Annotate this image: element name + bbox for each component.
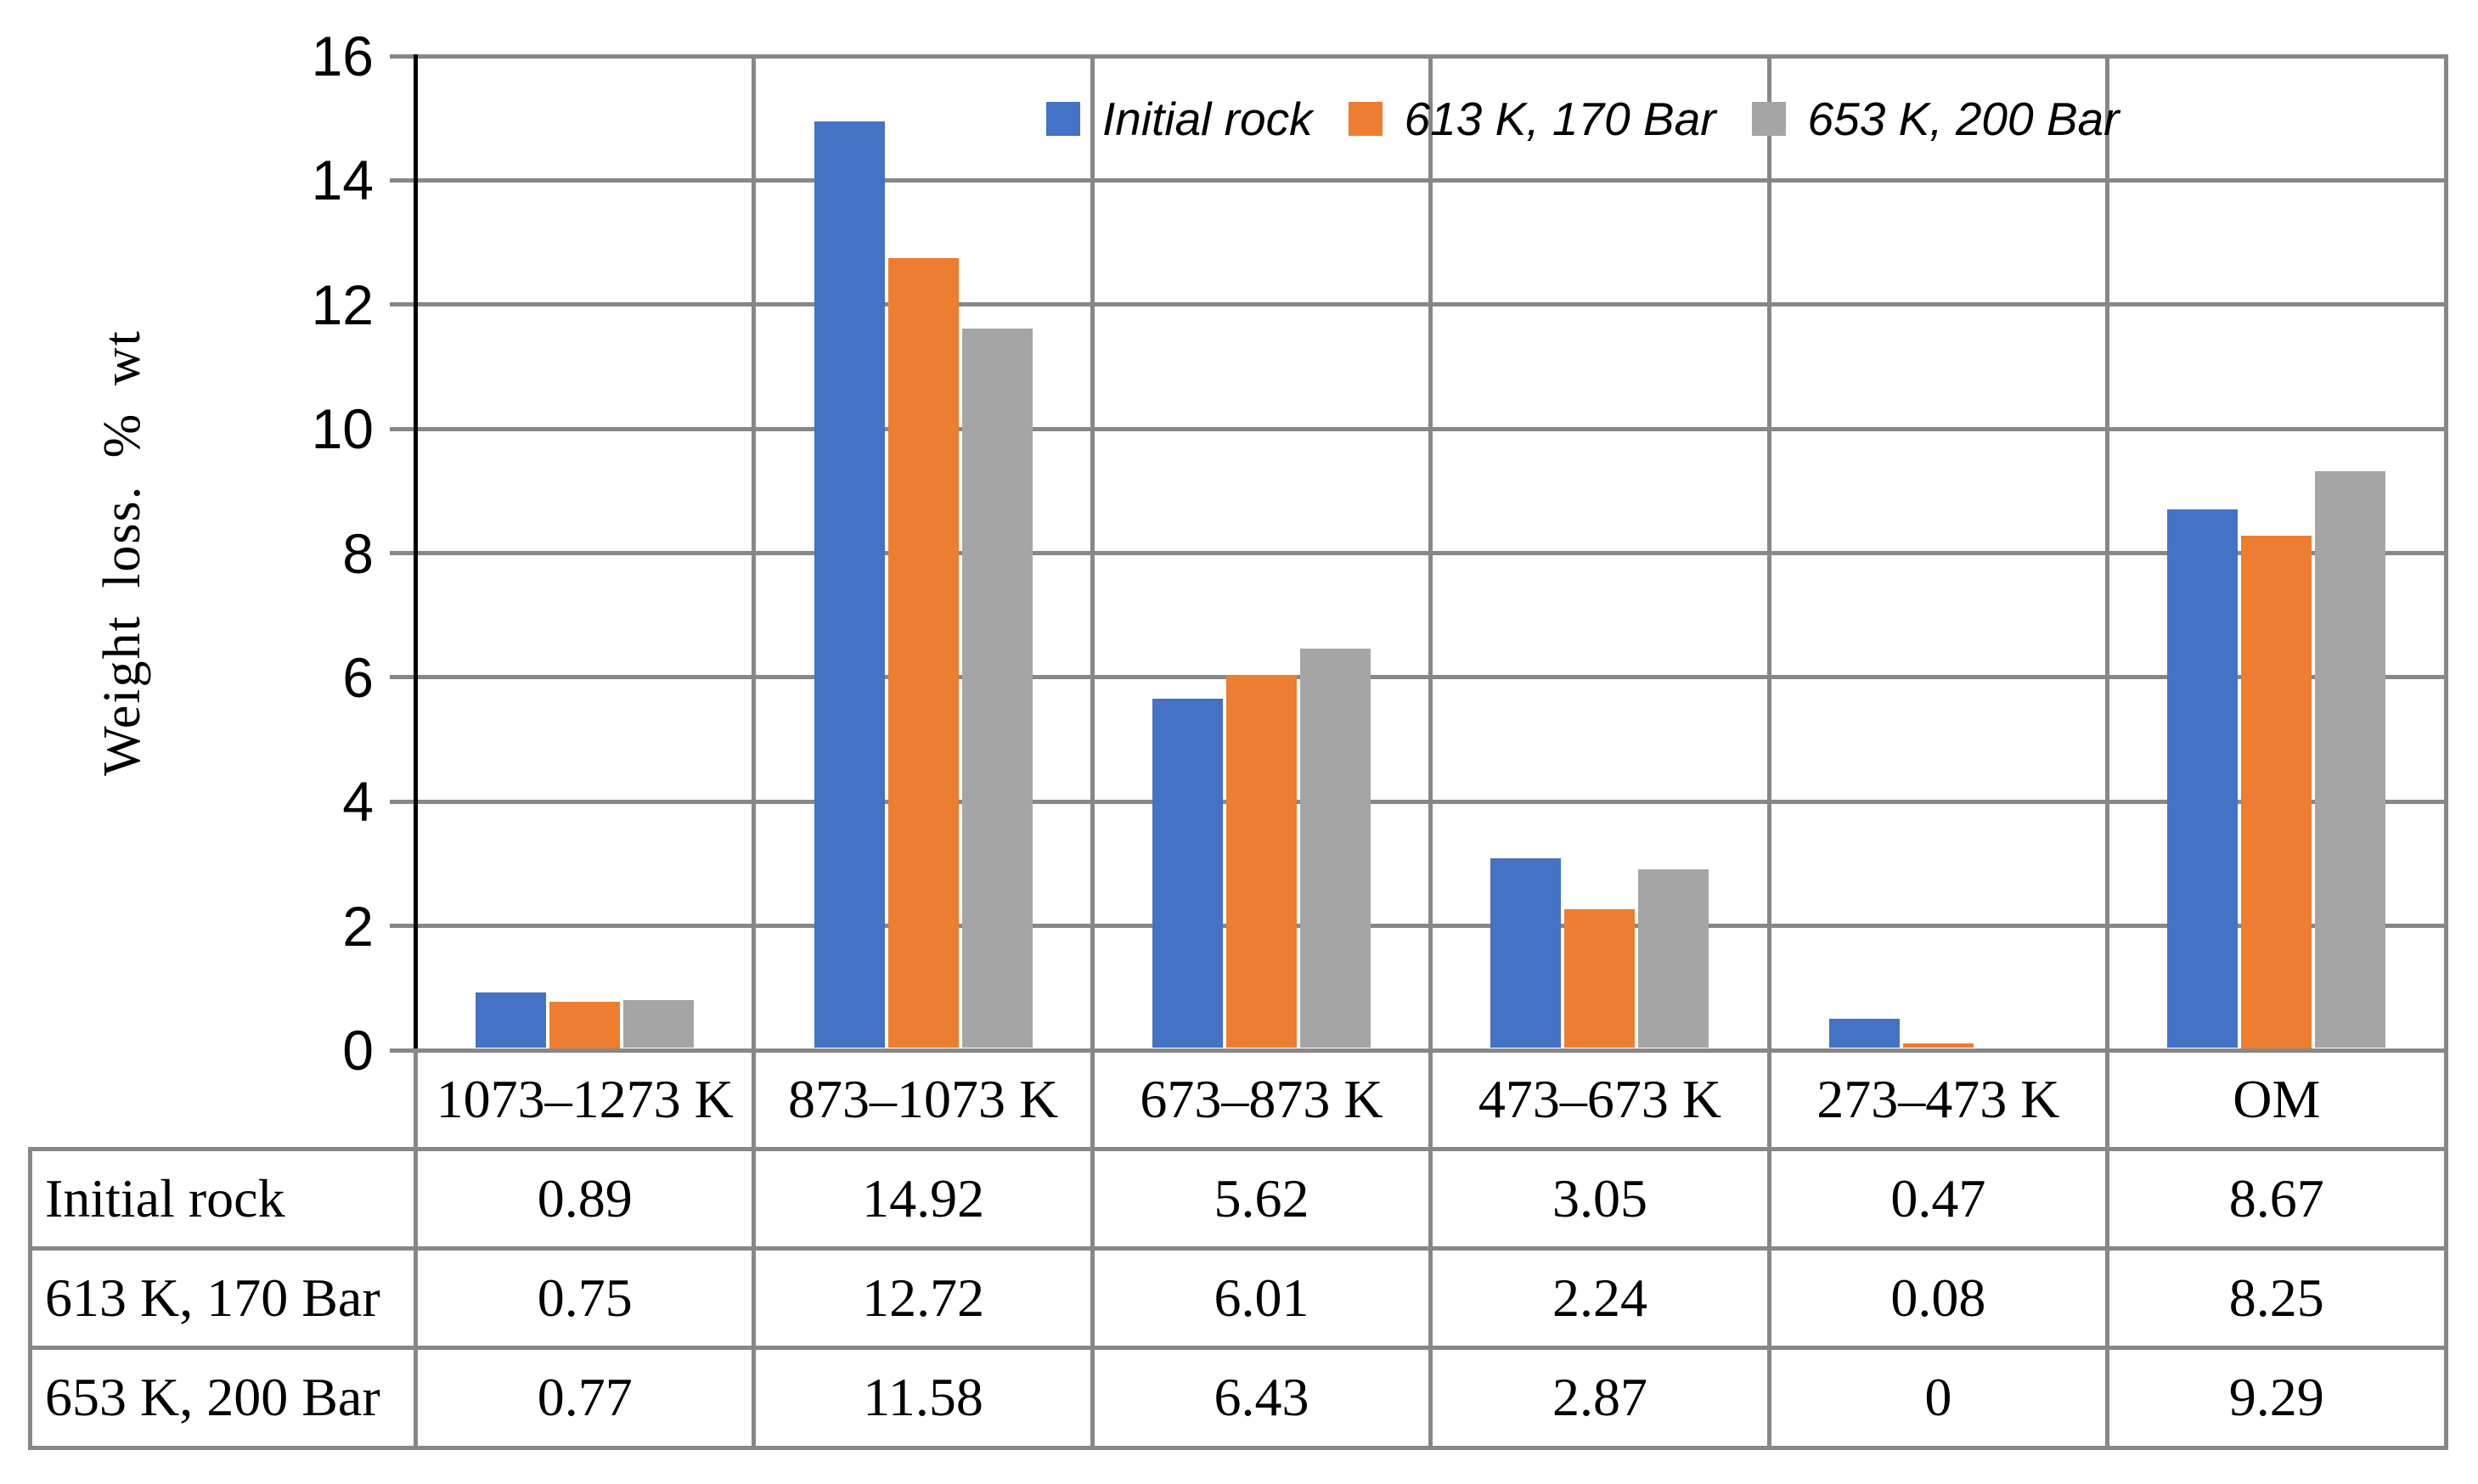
bar [2167, 509, 2239, 1048]
legend-swatch [1348, 102, 1383, 136]
value-cell: 0.47 [1890, 1167, 1986, 1228]
table-border [2443, 1048, 2448, 1450]
gridline-vertical [2443, 53, 2448, 1050]
value-cell: 0.75 [537, 1267, 633, 1328]
value-cell: 6.43 [1214, 1367, 1309, 1427]
value-cell: 3.05 [1552, 1167, 1647, 1228]
table-border [27, 1146, 2448, 1151]
gridline-vertical [1090, 53, 1095, 1050]
legend-swatch [1751, 102, 1786, 136]
y-axis-tick-label: 12 [311, 273, 374, 336]
category-header-cell: 1073–1273 K [436, 1069, 734, 1129]
value-cell: 2.87 [1552, 1367, 1647, 1427]
y-axis-title: Weight loss. % wt [93, 329, 151, 776]
value-cell: 8.67 [2228, 1167, 2324, 1228]
bar [1226, 674, 1298, 1048]
bar [887, 257, 959, 1048]
table-border [1766, 1048, 1771, 1450]
value-cell: 2.24 [1552, 1267, 1647, 1328]
category-header-cell: 673–873 K [1140, 1069, 1383, 1129]
y-axis-tick-mark [390, 924, 414, 929]
legend-label: 653 K, 200 Bar [1807, 93, 2120, 145]
y-axis-tick-mark [390, 551, 414, 555]
gridline-vertical [2105, 53, 2110, 1050]
series-name-cell: Initial rock [45, 1167, 285, 1228]
legend: Initial rock 613 K, 170 Bar 653 K, 200 Bar [1046, 86, 2119, 152]
y-axis-tick-mark [390, 1048, 414, 1053]
legend-label: Initial rock [1102, 93, 1313, 145]
bar [549, 1001, 621, 1048]
bar [814, 121, 885, 1048]
value-cell: 5.62 [1214, 1167, 1309, 1228]
category-header-cell: OM [2233, 1069, 2321, 1129]
y-axis-tick-mark [390, 302, 414, 307]
category-header-cell: 873–1073 K [788, 1069, 1059, 1129]
series-name-cell: 613 K, 170 Bar [45, 1267, 380, 1328]
gridline-vertical [752, 53, 757, 1050]
y-axis-tick-mark [390, 799, 414, 804]
table-border [27, 1146, 32, 1450]
table-border [27, 1345, 2448, 1350]
bar [2315, 470, 2386, 1048]
value-cell: 9.29 [2228, 1367, 2324, 1427]
y-axis-line [414, 53, 418, 1053]
legend-label: 613 K, 170 Bar [1404, 93, 1716, 145]
value-cell: 0.89 [537, 1167, 633, 1228]
bar [961, 328, 1033, 1048]
value-cell: 0 [1924, 1367, 1952, 1427]
table-border [27, 1445, 2448, 1450]
bar [623, 1000, 695, 1048]
y-axis-tick-label: 8 [342, 521, 374, 585]
value-cell: 0.77 [537, 1367, 633, 1427]
y-axis-tick-label: 16 [311, 25, 374, 87]
table-border [2105, 1048, 2110, 1450]
table-border [752, 1048, 757, 1450]
y-axis-tick-label: 14 [311, 149, 374, 212]
value-cell: 6.01 [1214, 1267, 1309, 1328]
gridline-vertical [1428, 53, 1433, 1050]
legend-item: 613 K, 170 Bar [1348, 92, 1716, 146]
y-axis-tick-label: 4 [342, 770, 374, 834]
y-axis-tick-label: 2 [342, 894, 374, 958]
value-cell: 0.08 [1890, 1267, 1986, 1328]
y-axis-tick-label: 10 [311, 397, 374, 461]
bar [1638, 869, 1709, 1048]
y-axis-tick-label: 6 [342, 645, 374, 709]
gridline-vertical [1766, 53, 1771, 1050]
category-header-cell: 473–673 K [1478, 1069, 1722, 1129]
bar [476, 992, 547, 1048]
legend-item: 653 K, 200 Bar [1751, 92, 2120, 146]
value-cell: 14.92 [862, 1167, 985, 1228]
bar [1902, 1043, 1974, 1048]
legend-swatch [1046, 102, 1080, 136]
y-axis-tick-mark [390, 426, 414, 431]
y-axis-tick-mark [390, 53, 414, 59]
y-axis-tick-label: 0 [342, 1019, 374, 1082]
bar [1564, 908, 1636, 1048]
bar [1490, 858, 1562, 1048]
y-axis-tick-mark [390, 675, 414, 680]
table-border [1428, 1048, 1433, 1450]
value-cell: 12.72 [862, 1267, 985, 1328]
table-border [414, 1048, 418, 1450]
value-cell: 11.58 [863, 1367, 983, 1427]
value-cell: 8.25 [2228, 1267, 2324, 1328]
table-border [1090, 1048, 1095, 1450]
bar [1300, 648, 1371, 1048]
bar [1828, 1019, 1900, 1048]
series-name-cell: 653 K, 200 Bar [45, 1367, 380, 1427]
bar [2241, 535, 2312, 1048]
table-border [27, 1245, 2448, 1251]
category-header-cell: 273–473 K [1816, 1069, 2060, 1129]
legend-item: Initial rock [1046, 92, 1313, 146]
bar [1152, 699, 1224, 1048]
y-axis-tick-mark [390, 177, 414, 183]
